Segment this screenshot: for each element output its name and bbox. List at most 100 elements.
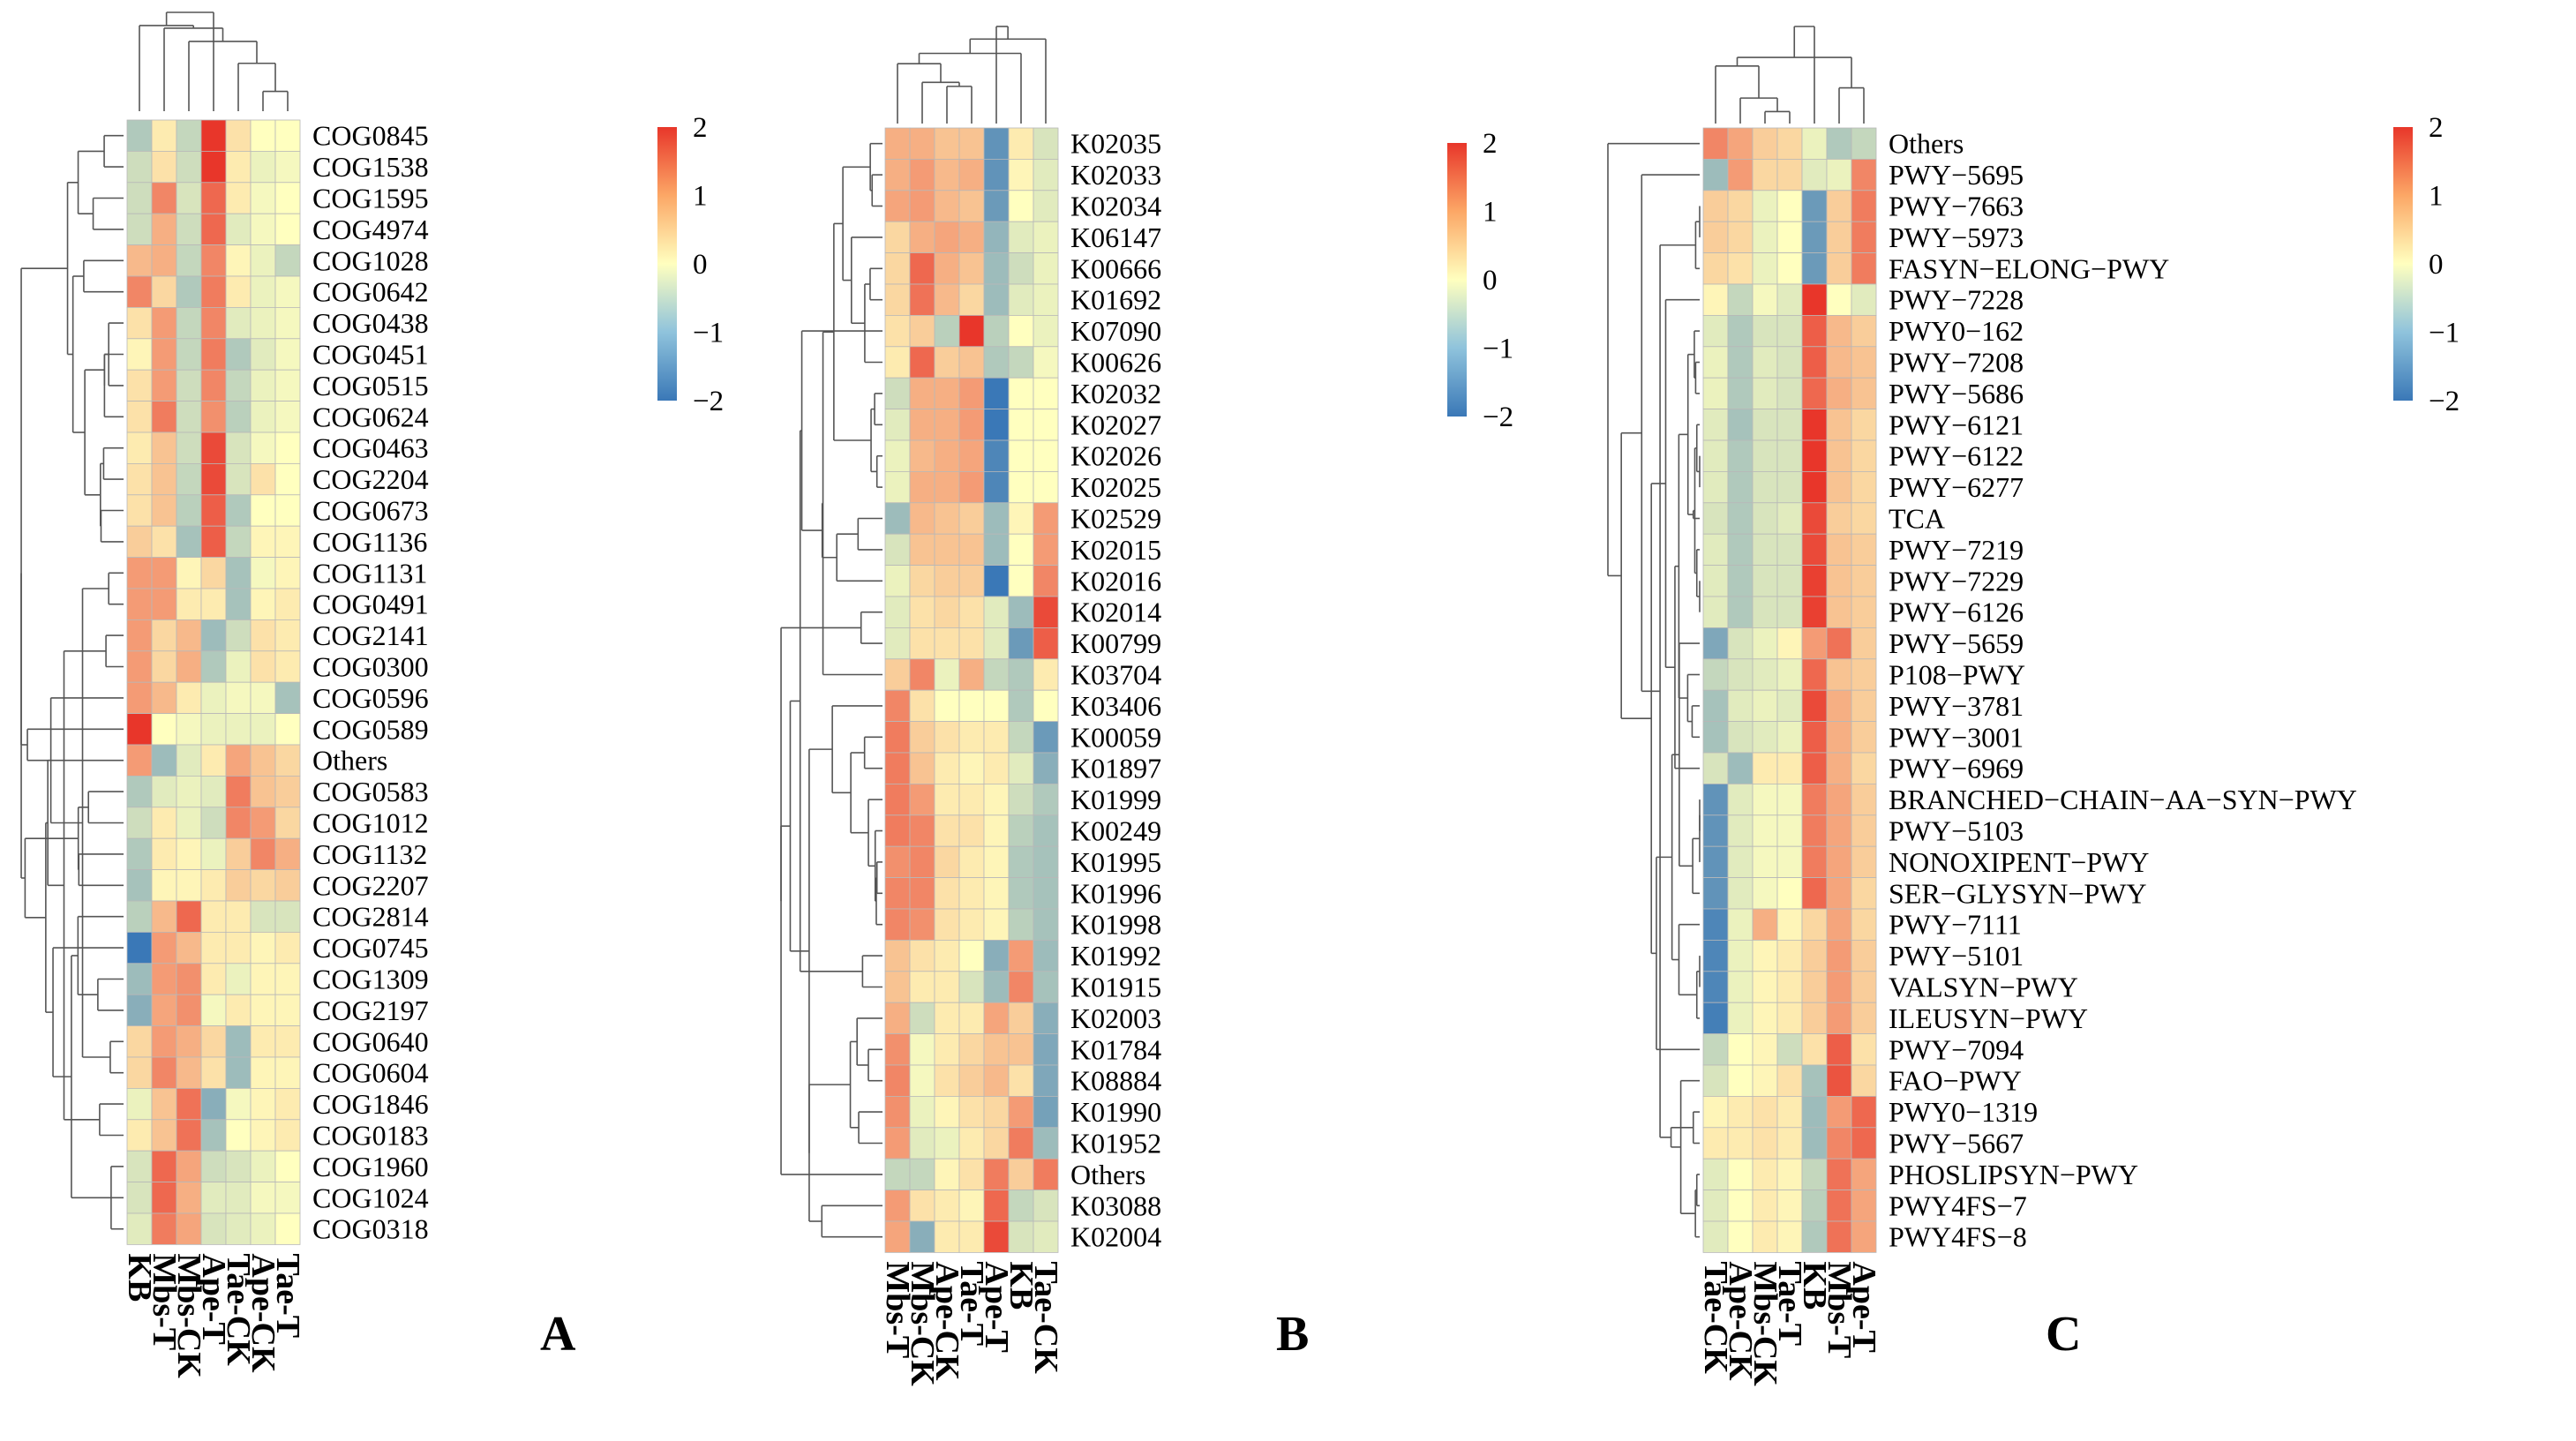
heatmap-cell bbox=[1008, 1064, 1034, 1097]
heatmap-cell bbox=[1851, 346, 1877, 379]
heatmap-cell bbox=[1826, 627, 1852, 660]
color-legend-bar bbox=[2393, 127, 2413, 401]
heatmap-cell bbox=[1851, 596, 1877, 628]
heatmap-cell bbox=[1752, 502, 1778, 535]
heatmap-cell bbox=[250, 837, 276, 871]
row-label: PWY4FS−8 bbox=[1889, 1221, 2027, 1253]
heatmap-cell bbox=[225, 619, 252, 652]
heatmap-cell bbox=[983, 127, 1010, 160]
heatmap-cell bbox=[176, 150, 202, 184]
heatmap-cell bbox=[1727, 190, 1754, 222]
heatmap-cell bbox=[176, 681, 202, 715]
heatmap-cell bbox=[1727, 439, 1754, 472]
row-label: K02003 bbox=[1070, 1002, 1161, 1034]
row-label: K01999 bbox=[1070, 784, 1161, 815]
heatmap-cell bbox=[909, 565, 935, 597]
heatmap-cell bbox=[884, 1220, 911, 1253]
heatmap-cell bbox=[126, 619, 153, 652]
legend-tick-label: −2 bbox=[2429, 386, 2460, 417]
heatmap-cell bbox=[934, 439, 960, 472]
row-label: PWY−5659 bbox=[1889, 627, 2024, 659]
heatmap-cell bbox=[151, 713, 177, 746]
column-label: Tae-T bbox=[1771, 1261, 1808, 1346]
heatmap-cell bbox=[958, 439, 985, 472]
column-label: Mbs-T bbox=[1821, 1261, 1858, 1358]
heatmap-cell bbox=[1727, 596, 1754, 628]
heatmap-cell bbox=[225, 1119, 252, 1152]
heatmap-cell bbox=[200, 432, 227, 464]
row-label: PWY−7228 bbox=[1889, 284, 2024, 316]
heatmap-cell bbox=[126, 275, 153, 308]
heatmap-cell bbox=[1727, 877, 1754, 910]
heatmap-cell bbox=[884, 502, 911, 535]
heatmap-cell bbox=[126, 213, 153, 245]
heatmap-cell bbox=[250, 869, 276, 902]
heatmap-cell bbox=[1752, 658, 1778, 691]
heatmap-cell bbox=[200, 1212, 227, 1245]
heatmap-cell bbox=[200, 869, 227, 902]
heatmap-cell bbox=[1752, 346, 1778, 379]
heatmap-cell bbox=[1008, 158, 1034, 191]
heatmap-cell bbox=[1727, 845, 1754, 879]
heatmap-cell bbox=[884, 689, 911, 723]
heatmap-cell bbox=[1851, 221, 1877, 253]
heatmap-cell bbox=[200, 837, 227, 871]
row-label: PWY0−162 bbox=[1889, 315, 2024, 347]
row-label: K02033 bbox=[1070, 159, 1161, 191]
heatmap-cell bbox=[176, 837, 202, 871]
heatmap-cell bbox=[1752, 252, 1778, 285]
heatmap-cell bbox=[884, 439, 911, 472]
heatmap-cell bbox=[1826, 596, 1852, 628]
heatmap-cell bbox=[909, 127, 935, 160]
heatmap-cell bbox=[1727, 1158, 1754, 1190]
heatmap-cell bbox=[126, 432, 153, 464]
heatmap-cell bbox=[934, 127, 960, 160]
heatmap-cell bbox=[200, 182, 227, 214]
panel-letter: B bbox=[1276, 1307, 1309, 1362]
heatmap-cell bbox=[225, 182, 252, 214]
heatmap-cell bbox=[1826, 221, 1852, 253]
heatmap-cell bbox=[934, 627, 960, 660]
heatmap-cell bbox=[176, 1088, 202, 1121]
heatmap-cell bbox=[1776, 565, 1803, 597]
heatmap-cell bbox=[934, 221, 960, 253]
row-label: PWY−6277 bbox=[1889, 471, 2024, 503]
heatmap-cell bbox=[1008, 1002, 1034, 1034]
heatmap-cell bbox=[274, 182, 301, 214]
heatmap-cell bbox=[225, 807, 252, 839]
heatmap-cell bbox=[1801, 158, 1828, 191]
heatmap-cell bbox=[126, 182, 153, 214]
heatmap-cell bbox=[1851, 1127, 1877, 1160]
heatmap-cell bbox=[151, 1088, 177, 1121]
row-label: PWY−6122 bbox=[1889, 440, 2024, 472]
heatmap-cell bbox=[225, 588, 252, 620]
row-label: TCA bbox=[1889, 503, 1945, 535]
row-label: COG0673 bbox=[312, 495, 429, 527]
heatmap-cell bbox=[176, 807, 202, 839]
heatmap-cell bbox=[274, 994, 301, 1026]
heatmap-cell bbox=[958, 1127, 985, 1160]
heatmap-cell bbox=[934, 190, 960, 222]
row-label: P108−PWY bbox=[1889, 659, 2025, 691]
heatmap-cell bbox=[1033, 814, 1059, 847]
heatmap-cell bbox=[1851, 283, 1877, 316]
row-label: K00799 bbox=[1070, 627, 1161, 659]
heatmap-cell bbox=[126, 244, 153, 277]
heatmap-cell bbox=[909, 314, 935, 348]
heatmap-cell bbox=[884, 877, 911, 910]
heatmap-cell bbox=[176, 900, 202, 933]
heatmap-cell bbox=[1727, 377, 1754, 410]
heatmap-cell bbox=[274, 681, 301, 715]
heatmap-cell bbox=[1008, 940, 1034, 972]
heatmap-cell bbox=[1826, 1127, 1852, 1160]
heatmap-cell bbox=[909, 689, 935, 723]
heatmap-cell bbox=[1826, 1190, 1852, 1222]
heatmap-cell bbox=[909, 252, 935, 285]
heatmap-cell bbox=[983, 252, 1010, 285]
heatmap-panel-C: OthersPWY−5695PWY−7663PWY−5973FASYN−ELON… bbox=[1607, 26, 2460, 1386]
heatmap-cell bbox=[1702, 1033, 1729, 1066]
heatmap-cell bbox=[909, 502, 935, 535]
heatmap-cell bbox=[151, 963, 177, 995]
heatmap-cell bbox=[1702, 1190, 1729, 1222]
heatmap-cell bbox=[176, 1025, 202, 1058]
